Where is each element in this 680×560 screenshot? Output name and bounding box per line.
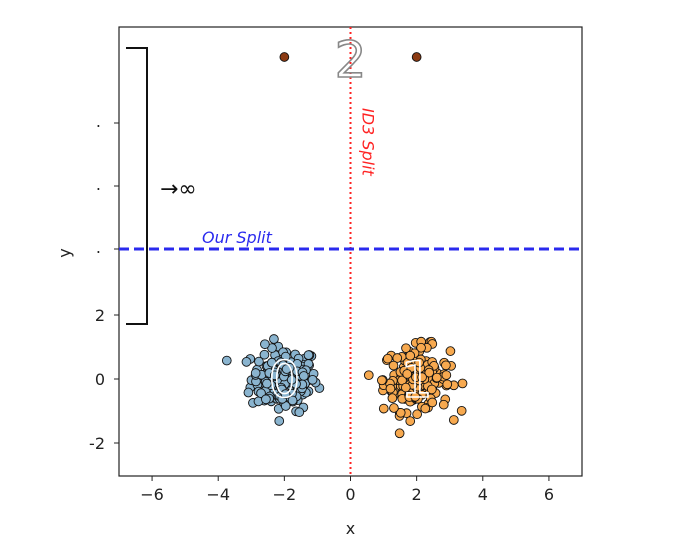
cluster-label-2: 2 bbox=[335, 31, 367, 89]
points-layer bbox=[221, 52, 468, 439]
scatter-point bbox=[410, 391, 421, 402]
scatter-point bbox=[262, 378, 272, 389]
x-tick-label: 6 bbox=[544, 485, 554, 504]
scatter-point bbox=[294, 407, 305, 418]
scatter-point bbox=[441, 360, 451, 371]
scatter-point bbox=[424, 367, 435, 378]
scatter-point bbox=[307, 374, 318, 385]
scatter-point bbox=[274, 416, 285, 426]
scatter-point bbox=[400, 382, 411, 393]
x-axis-label: x bbox=[346, 519, 355, 538]
y-tick-label: 0 bbox=[95, 370, 105, 389]
scatter-point bbox=[389, 403, 399, 413]
scatter-point bbox=[259, 349, 270, 360]
scatter-point bbox=[287, 395, 298, 406]
infinity-marker: →∞ bbox=[160, 177, 197, 202]
scatter-point bbox=[363, 370, 374, 381]
scatter-point bbox=[420, 403, 431, 414]
x-tick-label: 2 bbox=[412, 485, 422, 504]
y-tick-label-upper: . bbox=[96, 175, 101, 194]
scatter-point bbox=[243, 387, 254, 398]
scatter-point bbox=[401, 343, 411, 354]
scatter-point bbox=[405, 350, 416, 361]
scatter-point bbox=[382, 353, 393, 364]
scatter-point bbox=[441, 370, 452, 380]
y-tick-label: 2 bbox=[95, 306, 105, 325]
scatter-point bbox=[254, 356, 264, 367]
scatter-point bbox=[405, 416, 416, 426]
cluster-label-1: 1 bbox=[401, 351, 433, 409]
scatter-point bbox=[280, 389, 291, 399]
cluster-label-0: 0 bbox=[268, 351, 300, 409]
scatter-point bbox=[456, 406, 467, 416]
scatter-point bbox=[269, 334, 279, 344]
x-tick-label: −2 bbox=[273, 485, 297, 504]
scatter-point bbox=[378, 403, 389, 414]
far-point bbox=[411, 52, 422, 62]
x-tick-label: −4 bbox=[206, 485, 230, 504]
scatter-point bbox=[417, 372, 427, 383]
x-tick-label: 0 bbox=[345, 485, 355, 504]
scatter-point bbox=[269, 370, 280, 381]
scatter-point bbox=[392, 353, 403, 363]
scatter-point bbox=[414, 357, 424, 368]
y-tick-label-upper: . bbox=[96, 112, 101, 131]
our-split-label: Our Split bbox=[202, 228, 273, 247]
scatter-point bbox=[445, 346, 456, 356]
x-tick-label: 4 bbox=[478, 485, 488, 504]
scatter-point bbox=[250, 368, 261, 378]
scatter-point bbox=[260, 339, 270, 350]
scatter-point bbox=[385, 383, 396, 394]
scatter-point bbox=[426, 384, 437, 395]
scatter-point bbox=[266, 357, 277, 368]
scatter-point bbox=[387, 393, 398, 403]
scatter-point bbox=[442, 379, 453, 390]
scatter-point bbox=[448, 415, 459, 425]
scatter-point bbox=[402, 369, 413, 379]
scatter-point bbox=[416, 342, 426, 353]
scatter-point bbox=[241, 357, 252, 367]
scatter-point bbox=[281, 364, 292, 374]
y-tick-label: -2 bbox=[89, 434, 105, 453]
scatter-point bbox=[427, 397, 438, 408]
x-tick-label: −6 bbox=[140, 485, 164, 504]
scatter-point bbox=[395, 407, 406, 418]
scatter-point bbox=[299, 371, 309, 381]
far-point bbox=[279, 52, 290, 62]
id3-split-label: ID3 Split bbox=[359, 108, 378, 177]
scatter-point bbox=[286, 375, 297, 385]
scatter-point bbox=[303, 350, 314, 360]
scatter-point bbox=[412, 409, 422, 420]
scatter-point bbox=[388, 360, 399, 371]
infinity-bracket bbox=[126, 47, 148, 325]
scatter-point bbox=[431, 372, 442, 383]
scatter-point bbox=[261, 394, 271, 405]
scatter-point bbox=[457, 378, 468, 389]
scatter-point bbox=[438, 399, 449, 410]
scatter-point bbox=[394, 428, 405, 439]
y-tick-label-upper: . bbox=[96, 238, 101, 257]
scatter-point bbox=[377, 375, 387, 386]
split-lines-layer bbox=[119, 27, 582, 476]
scatter-point bbox=[221, 355, 232, 366]
y-axis-label: y bbox=[55, 248, 74, 257]
labels-layer: x y 0 1 2 →∞ ID3 Split Our Split bbox=[55, 30, 433, 538]
ticks-layer: −6 −4 −2 0 2 4 6 -2 0 2... bbox=[89, 112, 554, 504]
